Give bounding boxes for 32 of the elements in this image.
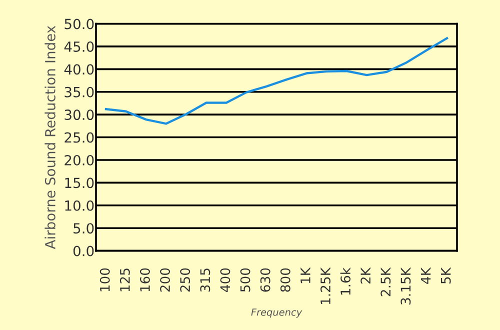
x-axis-title: Frequency xyxy=(251,308,302,318)
x-tick-label: 250 xyxy=(180,268,190,292)
y-tick-label: 5.0 xyxy=(74,223,94,234)
x-tick-label: 5K xyxy=(440,267,451,284)
x-tick-label: 500 xyxy=(240,268,250,292)
y-tick-label: 50.0 xyxy=(64,18,94,30)
x-tick-label: 160 xyxy=(140,268,150,292)
y-tick-label: 10.0 xyxy=(65,200,94,211)
x-tick-label: 1.25K xyxy=(320,267,330,304)
x-tick-label: 630 xyxy=(260,268,270,292)
y-tick-label: 45.0 xyxy=(64,41,94,52)
x-tick-label: 125 xyxy=(120,268,130,292)
x-tick-label: 400 xyxy=(220,268,230,292)
y-tick-label: 15.0 xyxy=(65,178,94,188)
x-tick-label: 1.6k xyxy=(340,268,351,295)
y-tick-label: 40.0 xyxy=(64,64,94,75)
x-tick-label: 3.15K xyxy=(400,267,411,304)
x-tick-label: 200 xyxy=(160,268,170,292)
y-axis-title: Airborne Sound Reduction Index xyxy=(44,26,56,250)
x-tick-label: 1K xyxy=(300,267,310,284)
x-tick-label: 100 xyxy=(100,268,110,292)
y-tick-label: 30.0 xyxy=(64,110,94,120)
x-tick-label: 315 xyxy=(200,268,210,292)
line-series xyxy=(104,37,448,125)
x-tick-label: 2K xyxy=(360,267,370,284)
y-tick-label: 35.0 xyxy=(64,86,94,98)
y-tick-label: 20.0 xyxy=(64,154,94,166)
y-tick-label: 25.0 xyxy=(64,132,94,143)
y-tick-label: 0.0 xyxy=(73,246,94,256)
x-tick-label: 2.5K xyxy=(380,267,391,296)
x-tick-label: 800 xyxy=(280,268,290,292)
x-tick-label: 4K xyxy=(420,267,431,284)
